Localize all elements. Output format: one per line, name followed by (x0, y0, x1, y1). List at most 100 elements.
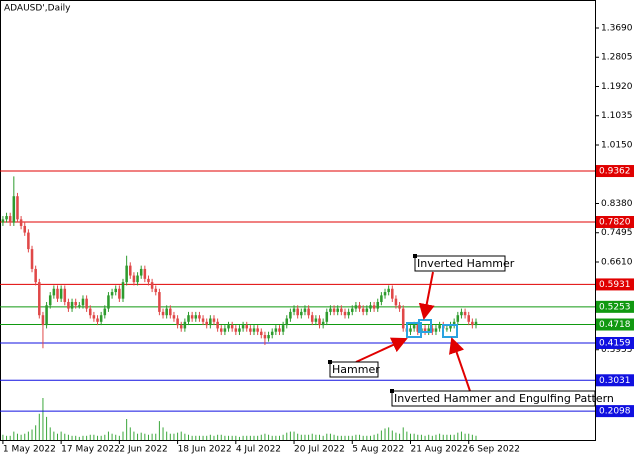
candle-body (252, 328, 256, 332)
candle-body (74, 301, 77, 306)
candle-body (48, 295, 52, 306)
candle-body (329, 308, 332, 312)
candle-body (289, 311, 292, 319)
candle-body (190, 315, 194, 319)
candle-body (132, 275, 136, 283)
candle-body (216, 321, 219, 329)
annotation-anchor (328, 360, 332, 364)
candle-body (176, 318, 179, 326)
candle-body (150, 282, 154, 289)
candle-body (187, 315, 190, 322)
candle-body (158, 292, 161, 312)
candle-body (369, 305, 372, 309)
candle-body (467, 315, 470, 322)
y-tick-label: 1.3690 (601, 23, 633, 33)
level-label: 0.7820 (599, 217, 631, 227)
candle-body (307, 308, 310, 316)
candle-body (365, 308, 369, 312)
y-tick-label: 0.7495 (601, 228, 633, 238)
x-tick-label: 4 Jul 2022 (236, 445, 281, 455)
level-label: 0.5931 (599, 280, 631, 290)
candle-body (172, 315, 176, 319)
annotation-arrow (449, 337, 471, 392)
x-tick-label: 17 May 2022 (61, 445, 120, 455)
candle-body (372, 305, 376, 309)
candle-body (103, 308, 107, 316)
candle-body (452, 321, 456, 326)
candle-body (278, 328, 281, 332)
candle-body (136, 275, 139, 283)
level-label-bg (596, 215, 634, 228)
pattern-highlight (442, 324, 458, 338)
candle-body (38, 282, 41, 316)
candle-body (78, 305, 81, 307)
candle-body (376, 301, 380, 309)
candle-body (321, 321, 325, 326)
level-label-bg (596, 278, 634, 291)
candle-body (161, 311, 165, 316)
candle-body (34, 268, 37, 283)
candle-body (179, 325, 183, 329)
candle-body (354, 305, 358, 309)
candle-body (114, 288, 117, 293)
candle-body (245, 325, 249, 329)
candle-body (1, 219, 5, 223)
y-tick-label: 0.3955 (601, 345, 633, 355)
candle-body (169, 308, 172, 316)
candle-body (325, 311, 329, 322)
candle-body (209, 318, 212, 326)
candle-body (165, 308, 168, 316)
candle-body (427, 328, 430, 332)
candle-body (449, 325, 452, 329)
level-label-bg (596, 336, 634, 349)
candle-body (460, 311, 463, 316)
candle-body (412, 325, 416, 329)
chart-title: ADAUSD',Daily (4, 4, 71, 14)
level-label-bg (596, 165, 634, 178)
candle-body (434, 328, 438, 332)
candle-body (383, 292, 387, 296)
annotation-box (391, 390, 596, 407)
candle-body (310, 315, 314, 322)
candle-body (340, 308, 343, 312)
candle-body (380, 295, 383, 302)
candle-body (350, 308, 354, 312)
candle-body (59, 288, 63, 299)
level-label-bg (596, 374, 634, 387)
candle-body (438, 325, 441, 329)
candle-body (154, 288, 158, 293)
candle-body (274, 328, 278, 332)
candle-body (285, 318, 289, 326)
level-label: 0.4718 (599, 320, 631, 330)
candle-body (212, 318, 216, 322)
candle-body (85, 298, 88, 309)
candle-body (56, 288, 59, 299)
y-tick-label: 0.8380 (601, 199, 633, 209)
candle-body (67, 301, 70, 309)
annotation-text: Hammer (332, 363, 380, 376)
x-tick-label: 5 Aug 2022 (352, 445, 404, 455)
plot: 1.3690 1.2805 1.1920 1.1035 1.0150 0.8380 0.74… (0, 23, 634, 455)
candle-body (194, 315, 198, 319)
candle-body (12, 196, 16, 223)
y-tick-label: 1.0150 (601, 140, 633, 150)
candle-body (63, 288, 67, 302)
candle-body (70, 301, 74, 309)
x-tick-label: 2 Jun 2022 (119, 445, 167, 455)
candle-body (219, 328, 223, 332)
annotation-text: Inverted Hammer and Engulfing Pattern (394, 392, 614, 405)
plot-frame (0, 0, 596, 441)
candle-body (336, 308, 339, 312)
candle-body (300, 311, 303, 316)
y-tick-label: 1.1920 (601, 82, 633, 92)
candle-body (361, 308, 365, 312)
candle-body (260, 331, 263, 336)
candle-body (387, 288, 390, 293)
y-tick-label: 1.2805 (601, 53, 633, 63)
x-tick-label: 6 Sep 2022 (469, 445, 520, 455)
candle-body (256, 328, 259, 332)
candle-body (201, 318, 205, 322)
candle-body (249, 328, 252, 332)
